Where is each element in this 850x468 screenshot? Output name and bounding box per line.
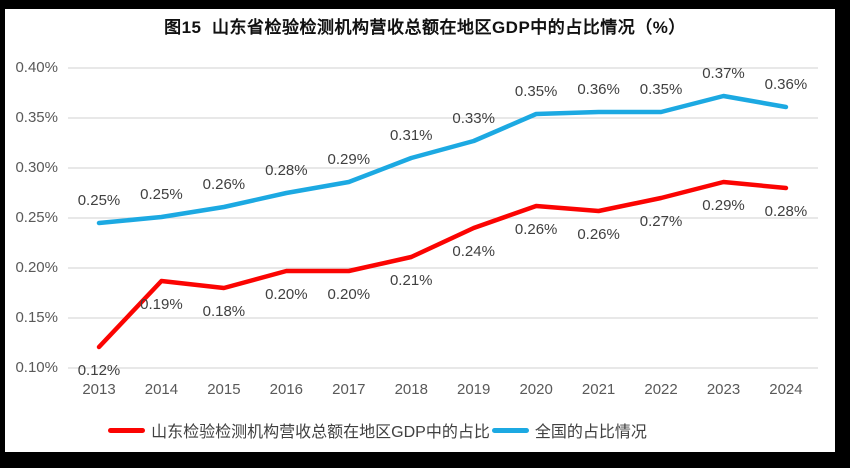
shandong-data-label: 0.19% <box>140 296 183 313</box>
legend-item-national: 全国的占比情况 <box>491 418 647 442</box>
chart-legend: 山东检验检测机构营收总额在地区GDP中的占比 全国的占比情况 <box>0 417 850 443</box>
x-axis-tick-label: 2014 <box>144 381 179 398</box>
y-axis-tick-label: 0.25% <box>15 209 58 226</box>
shandong-data-label: 0.12% <box>77 362 121 379</box>
national-data-label: 0.33% <box>452 110 495 127</box>
shandong-data-label: 0.26% <box>577 226 620 243</box>
legend-item-shandong: 山东检验检测机构营收总额在地区GDP中的占比 <box>108 418 490 442</box>
shandong-data-label: 0.28% <box>764 203 808 220</box>
national-data-label: 0.37% <box>702 65 745 82</box>
x-axis-tick-label: 2022 <box>644 381 678 398</box>
national-data-label: 0.35% <box>514 83 558 100</box>
legend-line-swatch-shandong <box>108 427 146 433</box>
national-data-label: 0.35% <box>639 81 683 98</box>
x-axis-tick-label: 2024 <box>769 381 803 398</box>
x-axis-tick-label: 2016 <box>269 381 304 398</box>
x-axis-tick-label: 2018 <box>394 381 428 398</box>
national-data-label: 0.26% <box>202 176 246 193</box>
x-axis-tick-label: 2020 <box>519 381 553 398</box>
chart-background <box>5 9 835 452</box>
national-data-label: 0.29% <box>327 151 371 168</box>
x-axis-tick-label: 2023 <box>706 381 741 398</box>
y-axis-tick-label: 0.20% <box>15 259 58 276</box>
chart-title: 图15 山东省检验检测机构营收总额在地区GDP中的占比情况（%） <box>164 18 686 37</box>
legend-label-national: 全国的占比情况 <box>534 424 647 441</box>
shandong-data-label: 0.29% <box>702 197 745 214</box>
shandong-data-label: 0.20% <box>265 286 308 303</box>
x-axis-tick-label: 2017 <box>332 381 366 398</box>
national-data-label: 0.25% <box>140 186 183 203</box>
shandong-data-label: 0.24% <box>452 243 495 260</box>
x-axis-tick-label: 2013 <box>82 381 116 398</box>
x-axis-tick-label: 2015 <box>207 381 241 398</box>
legend-line-swatch-national <box>491 427 529 433</box>
x-axis-tick-label: 2019 <box>457 381 491 398</box>
shandong-line <box>96 179 789 350</box>
y-axis-tick-label: 0.10% <box>15 359 58 376</box>
x-axis-tick-label: 2021 <box>581 381 616 398</box>
national-data-label: 0.28% <box>265 162 308 179</box>
legend-label-shandong: 山东检验检测机构营收总额在地区GDP中的占比 <box>151 424 490 441</box>
national-data-label: 0.36% <box>764 76 808 93</box>
national-line <box>96 93 789 226</box>
y-axis-tick-label: 0.35% <box>15 109 58 126</box>
shandong-data-label: 0.26% <box>514 221 558 238</box>
shandong-data-label: 0.21% <box>389 272 433 289</box>
national-data-label: 0.31% <box>389 127 433 144</box>
y-axis-tick-label: 0.40% <box>15 59 58 76</box>
y-axis-tick-label: 0.30% <box>15 159 58 176</box>
y-axis-tick-label: 0.15% <box>15 309 58 326</box>
shandong-data-label: 0.18% <box>202 303 246 320</box>
shandong-data-label: 0.20% <box>327 286 371 303</box>
shandong-data-label: 0.27% <box>639 213 683 230</box>
national-data-label: 0.36% <box>577 81 620 98</box>
national-data-label: 0.25% <box>77 192 121 209</box>
